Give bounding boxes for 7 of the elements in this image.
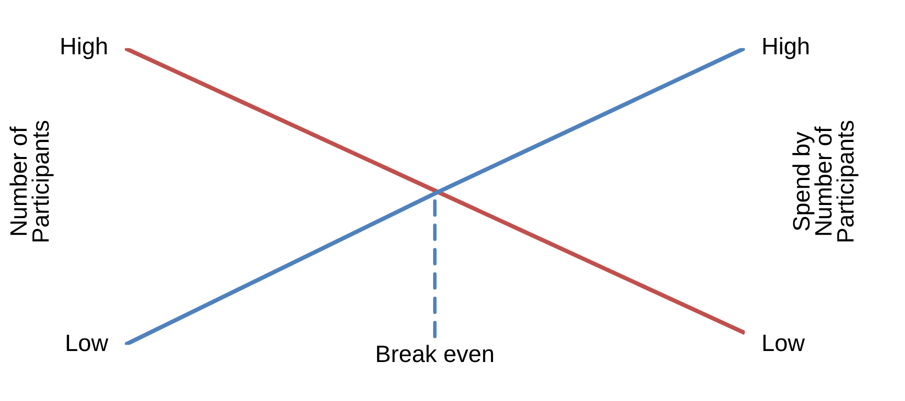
annotation: High <box>763 37 809 60</box>
y-axis-title: Number of Participants <box>10 120 54 242</box>
y2-axis-title: Spend by Number of Participants <box>792 120 858 242</box>
annotation: High <box>62 37 107 60</box>
annotation: Break even <box>377 344 494 362</box>
annotation: Low <box>66 334 108 352</box>
annotation: Low <box>763 334 805 352</box>
